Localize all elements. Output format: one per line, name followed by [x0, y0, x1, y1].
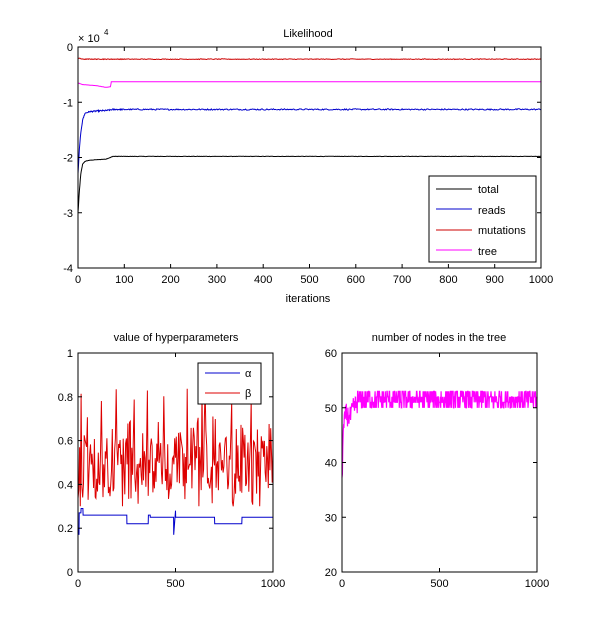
legend-label-mutations: mutations [478, 225, 526, 237]
series-line-reads [77, 107, 542, 174]
x-tick-label: 0 [75, 578, 81, 590]
series-line-tree [77, 81, 541, 88]
y-tick-label: 50 [325, 403, 337, 415]
series-group [77, 57, 542, 213]
legend-label-total: total [478, 184, 499, 196]
x-tick-label: 0 [339, 578, 345, 590]
likelihood-panel: Likelihood × 10 4 0 100 200 300 400 500 600 700… [63, 28, 553, 305]
y-tick-label: 0.6 [58, 436, 73, 448]
axes-group: 0 500 1000 0 0.2 0.4 0.6 0.8 1 [58, 348, 286, 590]
x-tick-label: 100 [115, 274, 133, 286]
x-tick-label: 500 [300, 274, 318, 286]
series-line-mutations [77, 57, 542, 61]
series-line-nodes [341, 390, 538, 478]
legend: α β [197, 362, 262, 405]
series-group [341, 390, 538, 478]
y-tick-label: 20 [325, 567, 337, 579]
chart-title: value of hyperparameters [114, 332, 239, 344]
legend-label-alpha: α [245, 368, 252, 380]
y-tick-label: 1 [67, 348, 73, 360]
legend-box [428, 175, 537, 263]
x-tick-label: 800 [439, 274, 457, 286]
y-tick-label: 60 [325, 348, 337, 360]
chart-title: number of nodes in the tree [372, 332, 507, 344]
x-tick-label: 1000 [529, 274, 553, 286]
exponent-label: × 10 [78, 33, 100, 45]
x-tick-label: 1000 [525, 578, 549, 590]
chart-title: Likelihood [283, 28, 333, 40]
y-tick-label: 0.4 [58, 479, 73, 491]
x-tick-label: 500 [430, 578, 448, 590]
legend-box [197, 362, 262, 405]
x-tick-label: 900 [486, 274, 504, 286]
axes-group: 0 500 1000 20 30 40 50 60 [325, 348, 549, 590]
tree-nodes-panel: number of nodes in the tree 0 500 1000 20 30… [325, 332, 549, 590]
exponent-power: 4 [104, 28, 109, 37]
x-tick-label: 600 [347, 274, 365, 286]
y-tick-label: 0.2 [58, 523, 73, 535]
x-axis-label: iterations [286, 293, 331, 305]
x-tick-label: 700 [393, 274, 411, 286]
y-tick-label: 0 [67, 42, 73, 54]
y-tick-label: 0 [67, 567, 73, 579]
legend-label-beta: β [245, 388, 251, 400]
y-tick-label: -1 [63, 97, 73, 109]
y-tick-label: 40 [325, 458, 337, 470]
y-tick-label: -2 [63, 153, 73, 165]
series-line-β [77, 388, 274, 507]
series-group [77, 388, 274, 535]
series-line-α [77, 508, 273, 535]
x-tick-label: 300 [208, 274, 226, 286]
x-tick-label: 0 [75, 274, 81, 286]
hyperparameters-panel: value of hyperparameters 0 500 1000 0 0.2 0.4… [58, 332, 286, 590]
x-tick-label: 400 [254, 274, 272, 286]
y-tick-label: -3 [63, 208, 73, 220]
y-tick-label: -4 [63, 263, 73, 275]
legend-label-reads: reads [478, 205, 506, 217]
axes-group: 0 100 200 300 400 500 600 700 800 900 1000 0 -1 -2 -3 -… [63, 42, 553, 286]
series-line-total [77, 155, 541, 213]
legend-label-tree: tree [478, 246, 497, 258]
x-tick-label: 1000 [261, 578, 285, 590]
legend: total reads mutations tree [428, 175, 537, 263]
y-tick-label: 30 [325, 512, 337, 524]
y-tick-label: 0.8 [58, 392, 73, 404]
x-tick-label: 200 [161, 274, 179, 286]
x-tick-label: 500 [166, 578, 184, 590]
plot-frame [341, 352, 538, 573]
